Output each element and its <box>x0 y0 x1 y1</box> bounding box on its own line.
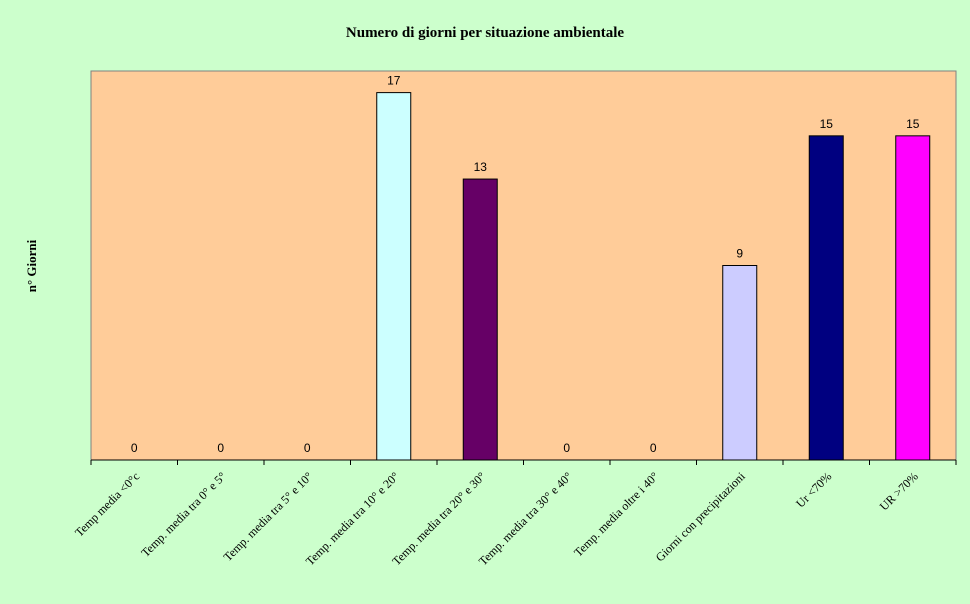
data-label: 0 <box>217 441 224 455</box>
x-tick-label: Temp media <0°c <box>72 469 142 539</box>
x-tick-label: Giorni con precipitazioni <box>653 469 749 565</box>
bar <box>376 92 412 461</box>
x-tick-label: Temp. media tra 5° e 10° <box>221 469 316 564</box>
x-tick-label: Ur <70% <box>793 469 834 510</box>
x-tick-label: Temp. media oltre i 40° <box>571 469 661 559</box>
x-tick-label: UR >70% <box>877 469 921 513</box>
bars-group <box>376 92 931 461</box>
bar <box>808 135 844 461</box>
data-label: 0 <box>563 441 570 455</box>
bar <box>722 265 758 461</box>
chart-title: Numero di giorni per situazione ambienta… <box>346 25 625 41</box>
bar <box>462 178 498 461</box>
data-label: 9 <box>736 247 743 261</box>
data-label: 0 <box>304 441 311 455</box>
data-label: 13 <box>474 160 488 174</box>
x-tick-label: Temp. media tra 30° e 40° <box>476 469 575 568</box>
data-label: 15 <box>820 117 834 131</box>
data-labels-group: 0 0 0 17 13 0 0 9 15 15 <box>131 74 920 455</box>
y-axis-label: n° Giorni <box>24 239 39 292</box>
x-tick-label: Temp. media tra 20° e 30° <box>389 469 488 568</box>
bar <box>895 135 931 461</box>
x-tick-label: Temp. media tra 0° e 5° <box>138 469 229 560</box>
x-tick-label: Temp. media tra 10° e 20° <box>303 469 402 568</box>
data-label: 15 <box>906 117 920 131</box>
data-label: 0 <box>131 441 138 455</box>
data-label: 17 <box>387 74 401 88</box>
data-label: 0 <box>650 441 657 455</box>
x-ticks-group <box>90 460 957 465</box>
